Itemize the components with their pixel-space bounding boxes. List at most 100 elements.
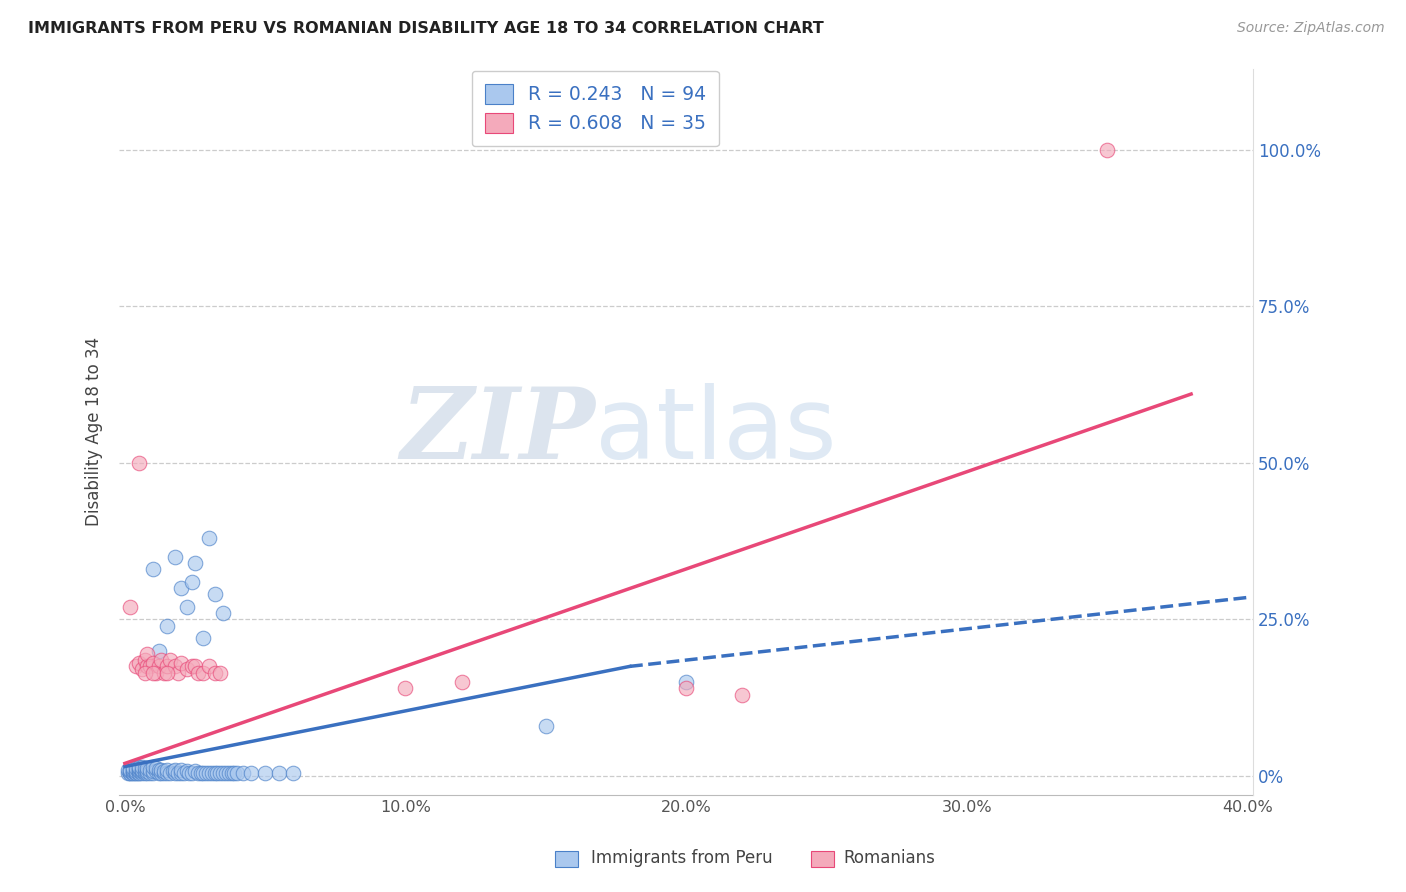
Point [122, 765, 145, 780]
Point [204, 587, 226, 601]
Point [125, 659, 148, 673]
Point [215, 765, 238, 780]
Text: atlas: atlas [595, 383, 837, 480]
Point [179, 765, 201, 780]
Point [150, 763, 173, 777]
Point [193, 765, 215, 780]
Point [1095, 143, 1118, 157]
Point [176, 599, 198, 614]
Point [136, 647, 159, 661]
Point [148, 765, 170, 780]
Point [136, 659, 159, 673]
Point [136, 761, 159, 775]
Point [173, 765, 195, 780]
Point [134, 761, 156, 775]
Point [128, 763, 150, 777]
Point [125, 761, 148, 775]
Point [128, 765, 150, 780]
Point [240, 765, 263, 780]
Point [184, 556, 207, 570]
Point [120, 763, 142, 777]
Point [142, 562, 165, 576]
Point [117, 763, 139, 777]
Point [145, 665, 167, 680]
Text: ZIP: ZIP [401, 384, 595, 480]
Point [153, 764, 176, 778]
Point [198, 659, 221, 673]
Point [131, 663, 153, 677]
Point [139, 763, 162, 777]
Point [254, 765, 277, 780]
Point [125, 765, 148, 780]
Point [181, 659, 204, 673]
Text: Source: ZipAtlas.com: Source: ZipAtlas.com [1237, 21, 1385, 35]
Point [165, 659, 187, 673]
Point [134, 765, 156, 780]
Point [120, 599, 142, 614]
Point [159, 653, 181, 667]
Point [134, 653, 156, 667]
Point [128, 764, 150, 778]
Point [142, 657, 165, 671]
Point [136, 764, 159, 778]
Point [156, 659, 179, 673]
Point [167, 765, 190, 780]
Point [184, 659, 207, 673]
Point [134, 665, 156, 680]
Point [162, 764, 184, 778]
Y-axis label: Disability Age 18 to 34: Disability Age 18 to 34 [86, 337, 103, 526]
Point [156, 618, 179, 632]
Point [675, 675, 697, 690]
Text: Romanians: Romanians [844, 849, 935, 867]
Point [156, 763, 179, 777]
Point [209, 665, 232, 680]
Point [142, 759, 165, 773]
Point [187, 765, 209, 780]
Point [176, 663, 198, 677]
Point [394, 681, 416, 696]
Point [142, 765, 165, 780]
Point [120, 764, 142, 778]
Point [201, 765, 224, 780]
Point [204, 765, 226, 780]
Point [167, 665, 190, 680]
Point [153, 665, 176, 680]
Point [190, 765, 212, 780]
Point [165, 765, 187, 780]
Point [675, 681, 697, 696]
Point [156, 665, 179, 680]
Point [209, 765, 232, 780]
Point [139, 765, 162, 780]
Point [153, 765, 176, 780]
Point [139, 659, 162, 673]
Point [142, 665, 165, 680]
Point [134, 764, 156, 778]
Point [283, 765, 305, 780]
Point [159, 765, 181, 780]
Point [170, 657, 193, 671]
Point [150, 765, 173, 780]
Point [534, 719, 557, 733]
Point [128, 761, 150, 775]
Point [170, 765, 193, 780]
Point [226, 765, 249, 780]
Point [128, 765, 150, 780]
Point [145, 761, 167, 775]
Point [212, 765, 235, 780]
Point [131, 765, 153, 780]
Point [122, 761, 145, 775]
Point [122, 763, 145, 777]
Point [198, 531, 221, 545]
Point [204, 665, 226, 680]
Point [170, 763, 193, 777]
Text: IMMIGRANTS FROM PERU VS ROMANIAN DISABILITY AGE 18 TO 34 CORRELATION CHART: IMMIGRANTS FROM PERU VS ROMANIAN DISABIL… [28, 21, 824, 36]
Point [128, 759, 150, 773]
Point [142, 764, 165, 778]
Point [120, 765, 142, 780]
Point [165, 549, 187, 564]
Point [145, 764, 167, 778]
Point [165, 763, 187, 777]
Point [224, 765, 246, 780]
Point [125, 764, 148, 778]
Point [193, 631, 215, 645]
